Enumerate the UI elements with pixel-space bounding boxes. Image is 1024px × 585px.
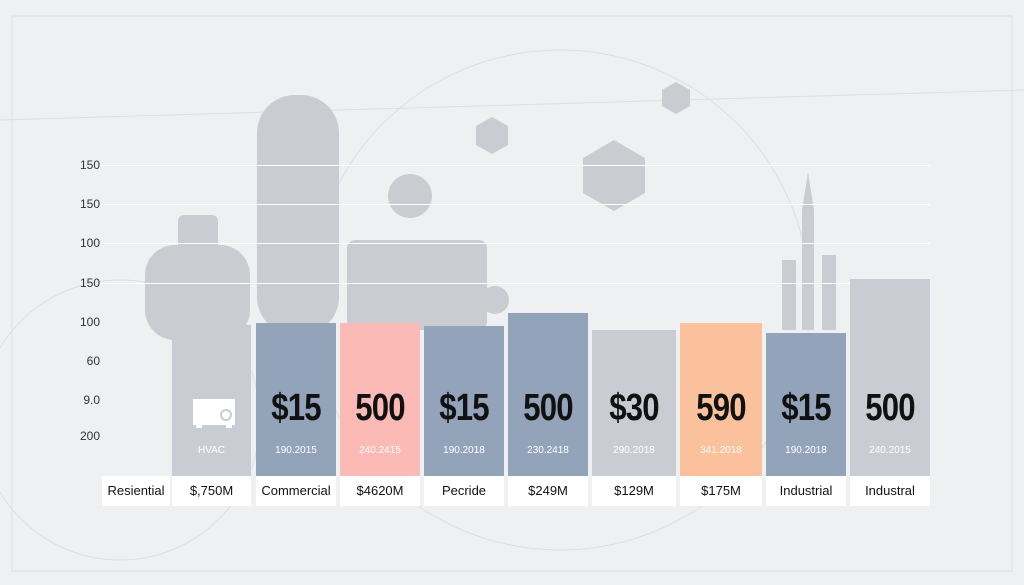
column-footer: Industrial [766,476,846,506]
column-subtitle: 190.2015 [275,445,317,456]
column-bar: 500 240.2415 [340,323,420,476]
appliance-icon [193,399,235,428]
column-footer: Commercial [256,476,336,506]
y-axis-label: 150 [79,197,100,211]
grid-line [100,243,930,244]
y-axis-label: 60 [86,354,100,368]
column-subtitle: 240.2415 [359,445,401,456]
grid-line [100,204,930,205]
column-footer: $175M [680,476,762,506]
column-footer: $,750M [172,476,251,506]
column-bar: 590 341.2018 [680,323,762,476]
column-footer: Pecride [424,476,504,506]
row-label: Resiential [102,476,170,506]
y-axis-label: 100 [79,236,100,250]
y-axis-label: 100 [79,315,100,329]
column-footer: $4620M [340,476,420,506]
column-value: $15 [271,387,321,429]
column-value: 500 [523,387,573,429]
column-value: 500 [355,387,405,429]
grid-line [100,283,930,284]
y-axis-label: 9.0 [83,393,100,407]
column-subtitle: 341.2018 [700,445,742,456]
column-bar: $15 190.2018 [424,326,504,476]
column-bar: $15 190.2018 [766,333,846,476]
column-bar: $15 190.2015 [256,323,336,476]
grid-line [100,165,930,166]
column-subtitle: 190.2018 [443,445,485,456]
column-value: $15 [781,387,831,429]
column-bar: HVAC [172,325,251,476]
column-subtitle: 290.2018 [613,445,655,456]
column-value: 500 [865,387,915,429]
column-subtitle: 190.2018 [785,445,827,456]
column-subtitle: 230.2418 [527,445,569,456]
column-bar: 500 230.2418 [508,313,588,476]
column-subtitle: 240.2015 [869,445,911,456]
column-footer: Industral [850,476,930,506]
y-axis-label: 150 [79,158,100,172]
column-value: $30 [609,387,659,429]
column-footer: $129M [592,476,676,506]
y-axis-label: 200 [79,429,100,443]
y-axis-label: 150 [79,276,100,290]
column-subtitle: HVAC [197,445,226,456]
column-bar: 500 240.2015 [850,279,930,476]
column-value: 590 [696,387,746,429]
column-footer: $249M [508,476,588,506]
column-bar: $30 290.2018 [592,330,676,476]
column-value: $15 [439,387,489,429]
